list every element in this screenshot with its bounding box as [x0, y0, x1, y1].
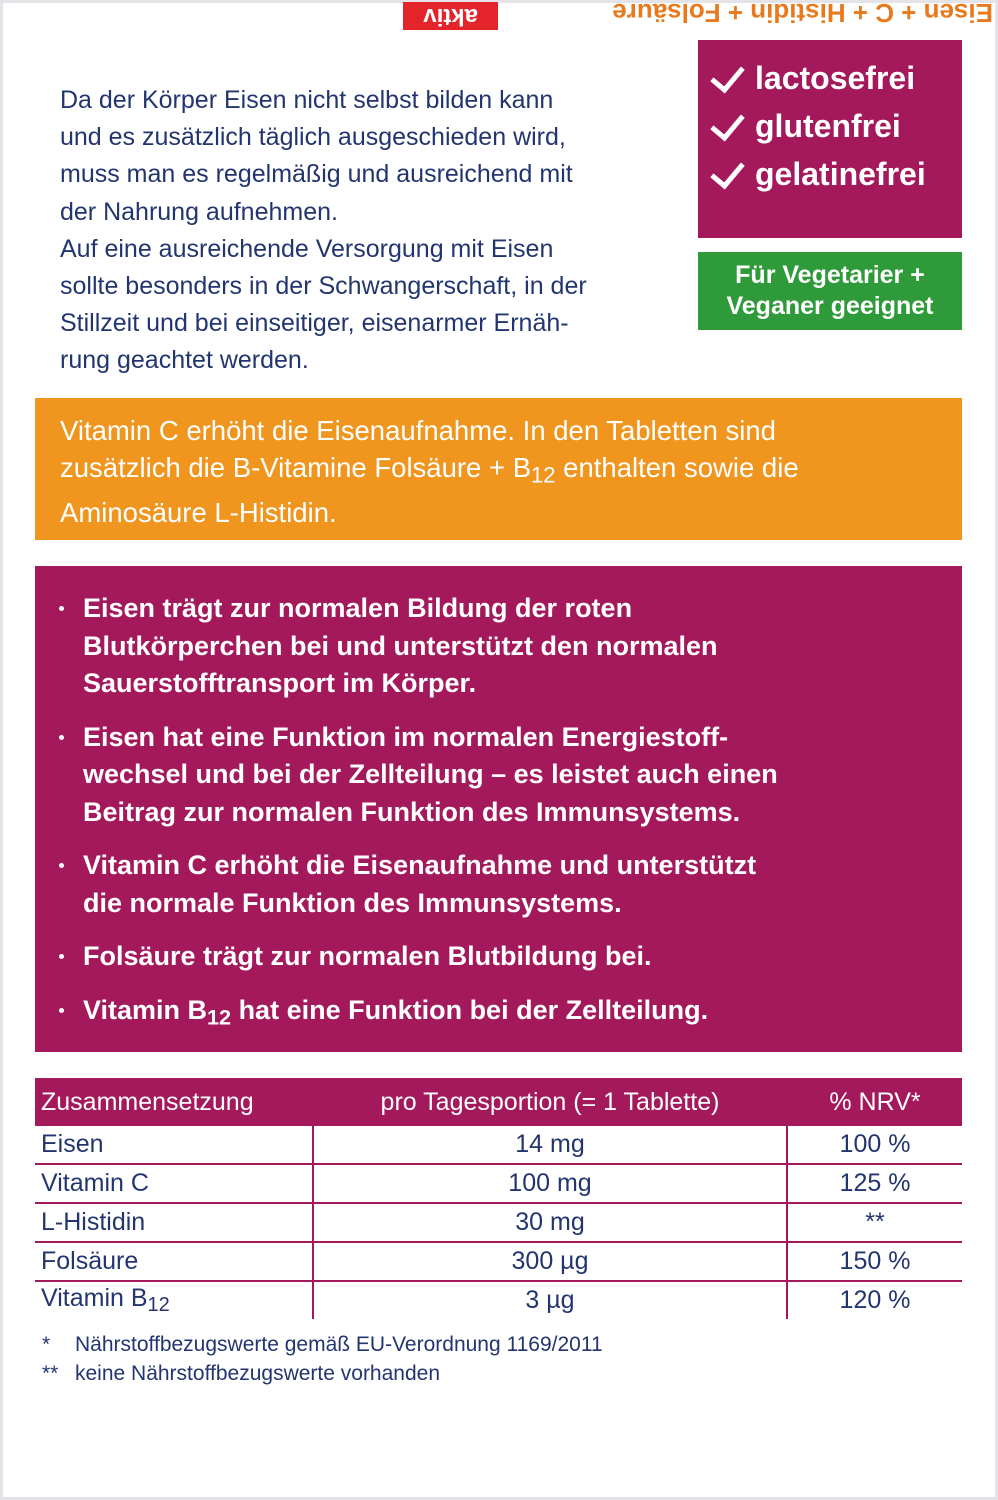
intro-line: und es zusätzlich täglich ausgeschieden … [60, 123, 566, 152]
vegan-line: Veganer geeignet [726, 292, 934, 320]
intro-line: Auf eine ausreichende Versorgung mit Eis… [60, 234, 554, 263]
intro-line: Stillzeit und bei einseitiger, eisenarme… [60, 309, 569, 338]
claim-line: Vitamin C erhöht die Eisenaufnahme und u… [83, 850, 757, 880]
claim-line: Eisen trägt zur normalen Bildung der rot… [83, 593, 633, 623]
claim-line: wechsel und bei der Zellteilung – es lei… [83, 759, 778, 789]
column-header: pro Tagesportion (= 1 Tablette) [312, 1078, 788, 1126]
subscript: 12 [147, 1294, 170, 1316]
claims-box: Eisen trägt zur normalen Bildung der rot… [35, 566, 962, 1052]
table-cell: 100 % [787, 1126, 962, 1165]
tag: aktiv [403, 2, 498, 30]
intro-line: Da der Körper Eisen nicht selbst bilden … [60, 86, 554, 114]
intro-text: Da der Körper Eisen nicht selbst bilden … [60, 82, 587, 380]
table-row: Vitamin B12 3 µg 120 % [35, 1281, 962, 1319]
footnote: * Nährstoffbezugswerte gemäß EU-Verordnun… [42, 1330, 603, 1359]
vegan-badge: Für Vegetarier + Veganer geeignet [698, 252, 962, 330]
table-cell: ** [787, 1203, 962, 1243]
claim-line: Folsäure trägt zur normalen Blutbildung … [83, 941, 652, 971]
claim-line: Beitrag zur normalen Funktion des Immuns… [83, 796, 741, 827]
footnote-text: keine Nährstoffbezugswerte vorhanden [75, 1362, 441, 1385]
claim-line: Sauerstofftransport im Körper. [83, 668, 477, 698]
table-cell: 100 mg [312, 1164, 788, 1204]
table-row: Eisen 14 mg 100 % [35, 1126, 962, 1165]
info-line: Aminosäure L-Histidin. [60, 496, 337, 528]
text: Vitamin B [41, 1284, 148, 1312]
claim-line: Eisen hat eine Funktion im normalen Ener… [83, 721, 729, 752]
text: zusätzlich die B-Vitamine Folsäure + B [60, 452, 532, 483]
footnote: ** keine Nährstoffbezugswerte vorhanden [42, 1359, 603, 1388]
table-cell: 300 µg [312, 1242, 788, 1282]
product-name: Eisen + C + Histidin + Folsäure [612, 0, 993, 28]
vegan-line: Für Vegetarier + [735, 261, 925, 289]
info-line: zusätzlich die B-Vitamine Folsäure + B12… [60, 449, 962, 494]
free-of-item: glutenfrei [714, 102, 962, 150]
table-cell: 150 % [787, 1242, 962, 1282]
footnote-mark: * [42, 1333, 51, 1356]
claim: Eisen trägt zur normalen Bildung der rot… [59, 590, 962, 703]
table-cell: Folsäure [35, 1242, 313, 1282]
table-cell: Vitamin C [35, 1164, 313, 1204]
nutrition-table: Zusammensetzung pro Tagesportion (= 1 Tab… [35, 1078, 962, 1319]
table-cell: 14 mg [312, 1126, 788, 1165]
table-row: Folsäure 300 µg 150 % [35, 1242, 962, 1282]
subscript: 12 [207, 1003, 232, 1029]
claim: Eisen hat eine Funktion im normalen Ener… [59, 719, 962, 832]
table-cell: Vitamin B12 [35, 1281, 313, 1319]
column-header: % NRV* [787, 1078, 962, 1126]
table-row: L-Histidin 30 mg ** [35, 1203, 962, 1243]
footnotes: * Nährstoffbezugswerte gemäß EU-Verordnun… [42, 1330, 603, 1388]
claim: Vitamin B12 hat eine Funktion bei der Ze… [59, 992, 962, 1036]
text: Vitamin B [83, 994, 208, 1025]
intro-line: der Nahrung aufnehmen. [60, 197, 338, 226]
top-flap: Eisen + C + Histidin + Folsäure aktiv [0, 0, 998, 30]
claim-line: die normale Funktion des Immunsystems. [83, 887, 622, 918]
footnote-text: Nährstoffbezugswerte gemäß EU-Verordnung… [75, 1333, 603, 1356]
table-cell: 3 µg [312, 1281, 788, 1319]
free-of-badge: lactosefrei glutenfrei gelatinefrei [698, 40, 962, 238]
info-line: Vitamin C erhöht die Eisenaufnahme. In d… [60, 415, 776, 446]
table-cell: 30 mg [312, 1203, 788, 1243]
column-header: Zusammensetzung [35, 1078, 313, 1126]
claim: Folsäure trägt zur normalen Blutbildung … [59, 938, 962, 976]
table-cell: 120 % [839, 1286, 911, 1314]
claim-line: Blutkörperchen bei und unterstützt den n… [83, 630, 718, 661]
intro-line: muss man es regelmäßig und ausreichend m… [60, 160, 573, 189]
table-cell: Eisen [35, 1126, 313, 1165]
free-of-item: lactosefrei [714, 54, 962, 102]
table-cell: L-Histidin [35, 1203, 313, 1243]
info-box: Vitamin C erhöht die Eisenaufnahme. In d… [35, 398, 962, 540]
subscript: 12 [531, 462, 556, 488]
intro-line: rung geachtet werden. [60, 346, 309, 375]
table-cell: 125 % [787, 1164, 962, 1204]
text: hat eine Funktion bei der Zellteilung. [231, 994, 709, 1025]
claim: Vitamin C erhöht die Eisenaufnahme und u… [59, 847, 962, 922]
footnote-mark: ** [42, 1362, 59, 1385]
intro-line: sollte besonders in der Schwangerschaft,… [60, 272, 587, 301]
table-row: Vitamin C 100 mg 125 % [35, 1164, 962, 1204]
text: enthalten sowie die [555, 452, 799, 483]
free-of-item: gelatinefrei [714, 150, 962, 198]
